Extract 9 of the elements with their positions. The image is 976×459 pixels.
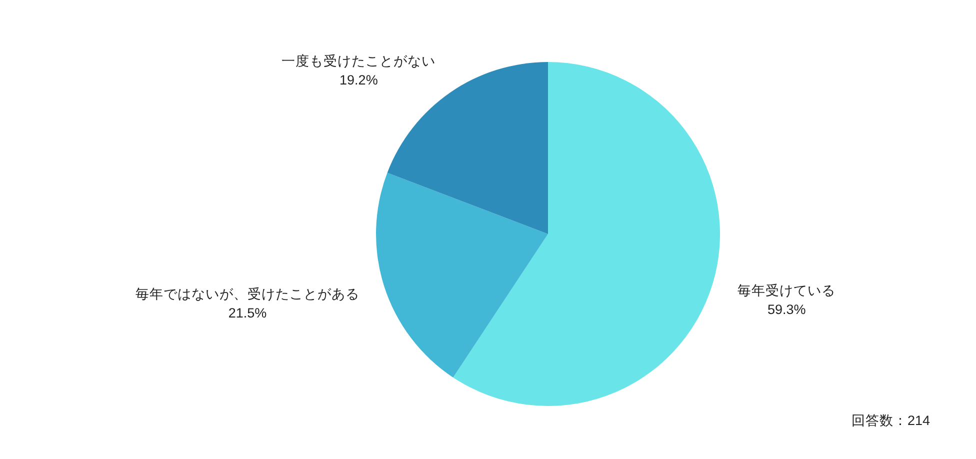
data-label: 19.2% [340, 72, 378, 88]
data-label: 59.3% [767, 302, 806, 318]
slice-label: 毎年ではないが、受けたことがある [136, 286, 360, 302]
data-label: 21.5% [228, 306, 267, 321]
slice-label: 一度も受けたことがない [282, 53, 436, 68]
text: 回答数：214 [851, 413, 930, 428]
pie-slice [453, 62, 720, 406]
slice-label: 毎年受けている [738, 283, 836, 298]
pie-slice [376, 172, 548, 378]
